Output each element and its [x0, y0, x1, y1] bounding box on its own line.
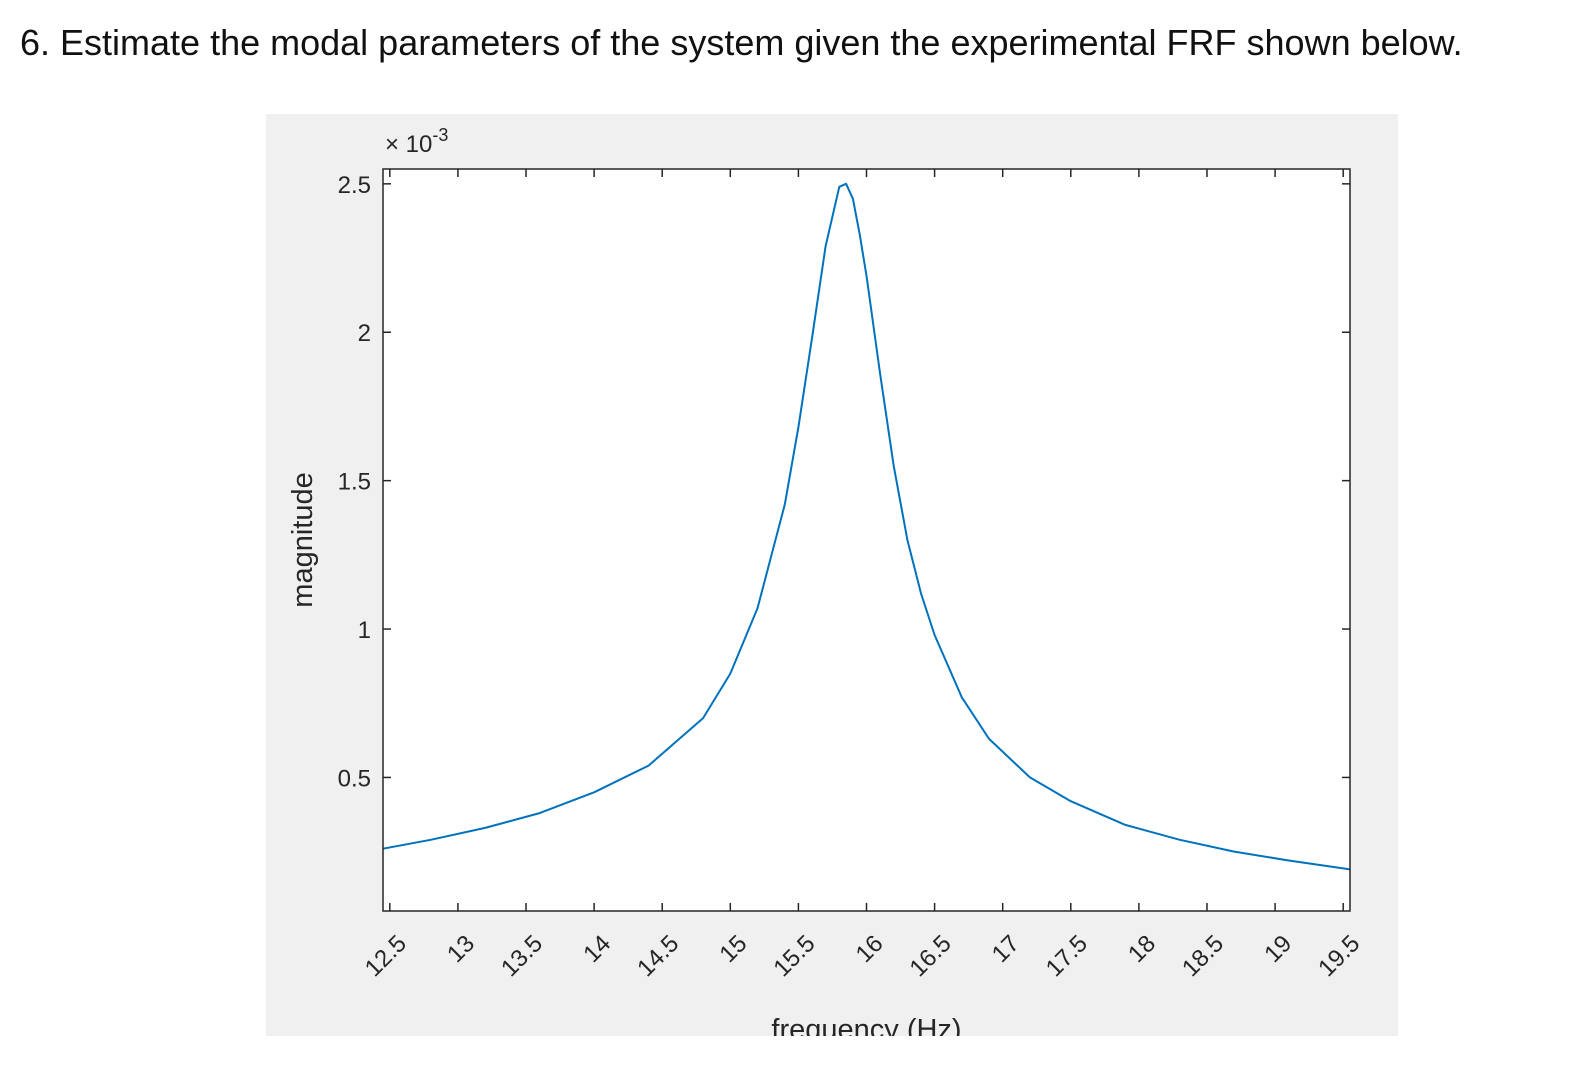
question-text: 6. Estimate the modal parameters of the …: [20, 22, 1463, 63]
x-tick-label: 18.5: [1177, 930, 1229, 982]
y-axis-label: magnitude: [287, 472, 319, 607]
x-tick-label: 13: [442, 930, 480, 968]
series-line-0: [382, 182, 1351, 871]
x-tick-label: 15: [714, 930, 752, 968]
y-tick-label: 1.5: [338, 469, 371, 496]
x-tick-label: 14.5: [632, 930, 684, 982]
figure-panel: 12.5 13 13.5 14 14.5 15 15.5 16 16.5 17 17.5 18 18.5…: [266, 114, 1398, 1036]
x-tick-label: 16: [851, 930, 889, 968]
x-tick-label: 16.5: [905, 930, 957, 982]
x-tick-label: 13.5: [496, 930, 548, 982]
y-tick-label: 0.5: [338, 765, 371, 792]
x-tick-label: 19.5: [1313, 930, 1365, 982]
x-tick-label: 18: [1123, 930, 1161, 968]
x-tick-label: 19: [1259, 930, 1297, 968]
y-exponent-label: × 10-3: [385, 125, 448, 158]
frf-chart: 12.5 13 13.5 14 14.5 15 15.5 16 16.5 17 17.5 18 18.5…: [287, 125, 1365, 1036]
x-tick-label: 14: [578, 930, 616, 968]
y-tick-label: 1: [358, 617, 371, 644]
plot-area: [383, 169, 1350, 911]
x-tick-label: 15.5: [768, 930, 820, 982]
x-tick-label: 17: [987, 930, 1025, 968]
x-axis-label: frequency (Hz): [771, 1014, 961, 1036]
y-tick-label: 2.5: [338, 172, 371, 199]
x-tick-label: 17.5: [1041, 930, 1093, 982]
x-tick-label: 12.5: [360, 930, 412, 982]
y-tick-label: 2: [358, 320, 371, 347]
